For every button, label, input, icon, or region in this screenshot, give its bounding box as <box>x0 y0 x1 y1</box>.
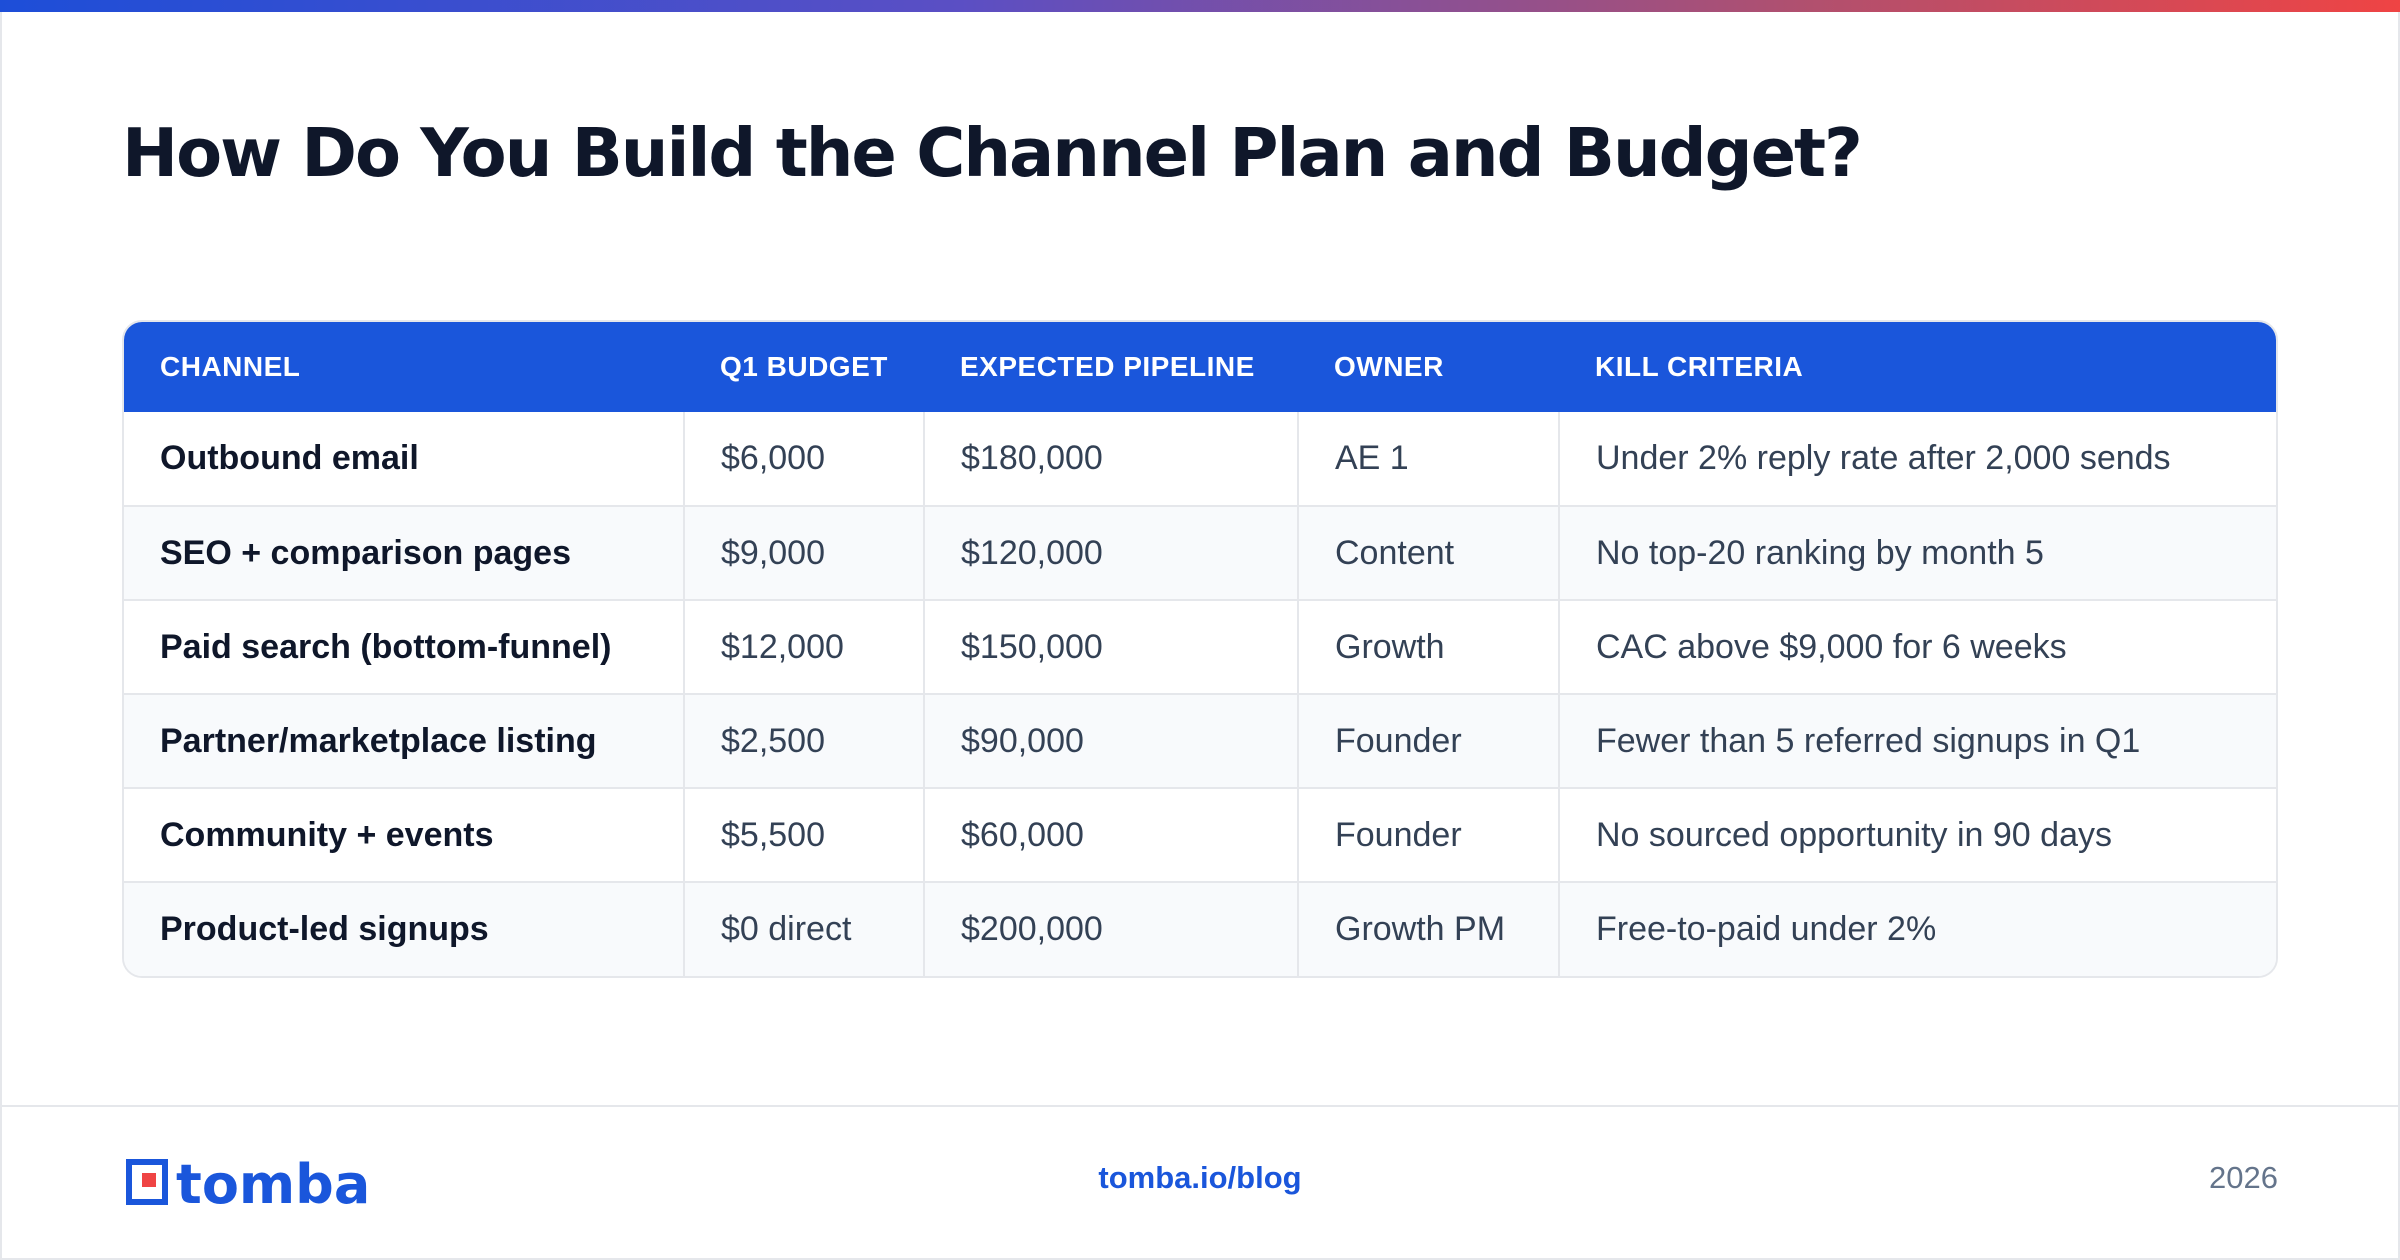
table-row: Outbound email$6,000$180,000AE 1Under 2%… <box>124 412 2276 506</box>
column-header-q1-budget: Q1 BUDGET <box>684 322 924 412</box>
cell-channel: Outbound email <box>124 412 684 506</box>
cell-owner: Founder <box>1298 788 1559 882</box>
table-row: Community + events$5,500$60,000FounderNo… <box>124 788 2276 882</box>
cell-expected-pipeline: $150,000 <box>924 600 1298 694</box>
table-row: Product-led signups$0 direct$200,000Grow… <box>124 882 2276 976</box>
cell-channel: Partner/marketplace listing <box>124 694 684 788</box>
cell-q1-budget: $2,500 <box>684 694 924 788</box>
cell-kill-criteria: Under 2% reply rate after 2,000 sends <box>1559 412 2276 506</box>
table-row: Paid search (bottom-funnel)$12,000$150,0… <box>124 600 2276 694</box>
cell-q1-budget: $5,500 <box>684 788 924 882</box>
cell-owner: AE 1 <box>1298 412 1559 506</box>
footer-year: 2026 <box>2209 1160 2278 1196</box>
cell-q1-budget: $6,000 <box>684 412 924 506</box>
cell-expected-pipeline: $180,000 <box>924 412 1298 506</box>
cell-owner: Content <box>1298 506 1559 600</box>
column-header-channel: CHANNEL <box>124 322 684 412</box>
cell-owner: Founder <box>1298 694 1559 788</box>
cell-kill-criteria: CAC above $9,000 for 6 weeks <box>1559 600 2276 694</box>
cell-owner: Growth <box>1298 600 1559 694</box>
footer-blog-link[interactable]: tomba.io/blog <box>0 1160 2400 1196</box>
table-header-row: CHANNEL Q1 BUDGET EXPECTED PIPELINE OWNE… <box>124 322 2276 412</box>
cell-channel: Community + events <box>124 788 684 882</box>
cell-kill-criteria: Free-to-paid under 2% <box>1559 882 2276 976</box>
cell-expected-pipeline: $90,000 <box>924 694 1298 788</box>
top-gradient-bar <box>0 0 2400 12</box>
cell-q1-budget: $12,000 <box>684 600 924 694</box>
table-row: SEO + comparison pages$9,000$120,000Cont… <box>124 506 2276 600</box>
channel-plan-table: CHANNEL Q1 BUDGET EXPECTED PIPELINE OWNE… <box>122 320 2278 978</box>
cell-q1-budget: $0 direct <box>684 882 924 976</box>
table-row: Partner/marketplace listing$2,500$90,000… <box>124 694 2276 788</box>
cell-channel: Paid search (bottom-funnel) <box>124 600 684 694</box>
cell-kill-criteria: No sourced opportunity in 90 days <box>1559 788 2276 882</box>
footer-divider <box>0 1105 2400 1107</box>
cell-expected-pipeline: $200,000 <box>924 882 1298 976</box>
cell-q1-budget: $9,000 <box>684 506 924 600</box>
column-header-expected-pipeline: EXPECTED PIPELINE <box>924 322 1298 412</box>
cell-channel: Product-led signups <box>124 882 684 976</box>
cell-kill-criteria: No top-20 ranking by month 5 <box>1559 506 2276 600</box>
cell-channel: SEO + comparison pages <box>124 506 684 600</box>
page-title: How Do You Build the Channel Plan and Bu… <box>122 108 2222 198</box>
cell-owner: Growth PM <box>1298 882 1559 976</box>
column-header-owner: OWNER <box>1298 322 1559 412</box>
cell-expected-pipeline: $120,000 <box>924 506 1298 600</box>
cell-kill-criteria: Fewer than 5 referred signups in Q1 <box>1559 694 2276 788</box>
column-header-kill-criteria: KILL CRITERIA <box>1559 322 2276 412</box>
cell-expected-pipeline: $60,000 <box>924 788 1298 882</box>
